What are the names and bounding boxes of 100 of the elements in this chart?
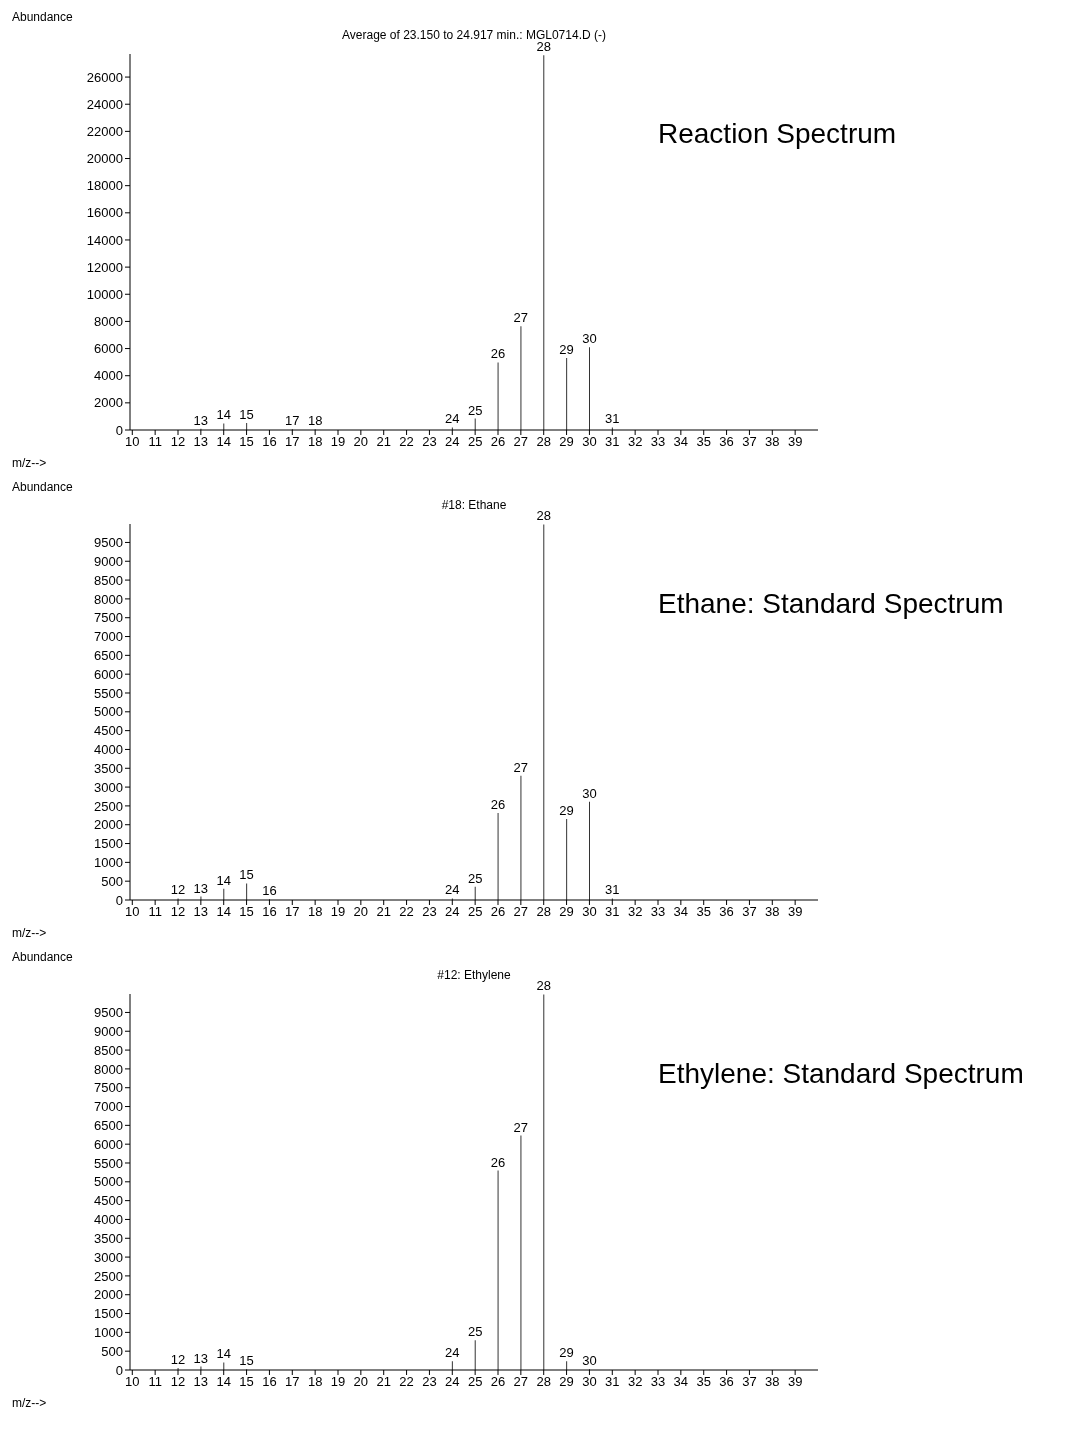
annotation: 14	[216, 872, 231, 888]
y-tick-label: 2000	[94, 1287, 123, 1303]
x-tick-label: 26	[490, 904, 506, 920]
x-tick-label: 32	[627, 904, 643, 920]
x-tick-label: 34	[673, 1374, 689, 1390]
annotation: 24	[445, 1345, 460, 1361]
x-tick-label: 14	[216, 434, 231, 450]
x-tick-label: 16	[262, 1374, 277, 1390]
y-tick-label: 2500	[94, 1268, 123, 1284]
x-tick-label: 24	[445, 904, 460, 920]
x-tick-label: 39	[787, 904, 803, 920]
y-tick-label: 1500	[94, 1306, 123, 1322]
annotation: 26	[490, 1154, 506, 1170]
y-tick-label: 7500	[94, 610, 123, 626]
x-tick-label: 33	[650, 434, 666, 450]
annotation: 24	[445, 411, 460, 427]
annotation: 17	[285, 413, 300, 429]
annotation: 31	[605, 411, 620, 427]
x-tick-label: 13	[193, 434, 209, 450]
x-tick-label: 12	[170, 904, 186, 920]
y-tick-label: 3500	[94, 1230, 123, 1246]
x-axis-title: m/z-->	[12, 926, 47, 940]
y-tick-label: 22000	[86, 123, 123, 139]
y-tick-label: 1000	[94, 854, 123, 870]
x-tick-label: 22	[399, 1374, 414, 1390]
x-tick-label: 31	[605, 434, 620, 450]
x-tick-label: 19	[330, 1374, 346, 1390]
x-tick-label: 37	[742, 434, 757, 450]
x-tick-label: 17	[285, 1374, 300, 1390]
annotation: Reaction Spectrum	[658, 118, 897, 150]
x-tick-label: 30	[582, 1374, 597, 1390]
x-tick-label: 20	[353, 904, 369, 920]
annotation: 12	[170, 1352, 186, 1368]
annotation: Ethylene: Standard Spectrum	[658, 1058, 1024, 1090]
annotation: 26	[490, 797, 506, 813]
x-axis-title: m/z-->	[12, 1396, 47, 1410]
annotation: 25	[467, 402, 483, 418]
y-tick-label: 500	[101, 873, 123, 889]
x-tick-label: 37	[742, 1374, 757, 1390]
x-tick-label: 14	[216, 904, 231, 920]
x-tick-label: 36	[719, 434, 734, 450]
x-tick-label: 37	[742, 904, 757, 920]
x-tick-label: 38	[765, 904, 780, 920]
y-tick-label: 6000	[94, 341, 123, 357]
x-tick-label: 25	[467, 434, 483, 450]
annotation: 28	[536, 39, 551, 55]
x-tick-label: 22	[399, 434, 414, 450]
x-tick-label: 31	[605, 1374, 620, 1390]
annotation: 25	[467, 870, 483, 886]
x-tick-label: 21	[376, 1374, 391, 1390]
x-tick-label: 15	[239, 1374, 254, 1390]
y-tick-label: 6500	[94, 1117, 123, 1133]
chart-title: #12: Ethylene	[437, 968, 511, 982]
x-tick-label: 11	[148, 434, 162, 450]
y-tick-label: 4000	[94, 742, 123, 758]
x-tick-label: 30	[582, 434, 597, 450]
x-tick-label: 18	[307, 1374, 323, 1390]
x-tick-label: 10	[125, 1374, 140, 1390]
x-tick-label: 36	[719, 1374, 734, 1390]
x-tick-label: 12	[170, 1374, 186, 1390]
y-tick-label: 9000	[94, 1023, 123, 1039]
y-tick-label: 5000	[94, 704, 123, 720]
x-tick-label: 33	[650, 904, 666, 920]
y-tick-label: 20000	[86, 151, 123, 167]
x-tick-label: 27	[513, 904, 529, 920]
x-tick-label: 10	[125, 904, 140, 920]
x-axis-title: m/z-->	[12, 456, 47, 470]
x-tick-label: 20	[353, 434, 369, 450]
annotation: 15	[239, 1353, 254, 1369]
x-tick-label: 14	[216, 1374, 231, 1390]
x-tick-label: 39	[787, 434, 803, 450]
annotation: 16	[262, 883, 277, 899]
annotation: 29	[559, 342, 574, 358]
x-tick-label: 19	[330, 904, 346, 920]
y-tick-label: 9500	[94, 535, 123, 551]
x-tick-label: 19	[330, 434, 346, 450]
y-axis-title: Abundance	[12, 480, 73, 494]
y-tick-label: 500	[101, 1343, 123, 1359]
annotation: 29	[559, 1345, 574, 1361]
x-tick-label: 10	[125, 434, 140, 450]
annotation: 14	[216, 1346, 231, 1362]
y-tick-label: 2000	[94, 817, 123, 833]
x-tick-label: 22	[399, 904, 414, 920]
annotation: 27	[513, 1119, 529, 1135]
annotation: 27	[513, 759, 529, 775]
x-tick-label: 27	[513, 434, 529, 450]
x-tick-label: 35	[696, 904, 711, 920]
annotation: 12	[170, 882, 186, 898]
annotation: 14	[216, 407, 231, 423]
x-tick-label: 23	[422, 904, 437, 920]
x-tick-label: 15	[239, 904, 254, 920]
x-tick-label: 32	[627, 1374, 643, 1390]
y-tick-label: 7500	[94, 1080, 123, 1096]
y-tick-label: 7000	[94, 1099, 123, 1115]
annotation: 18	[307, 413, 323, 429]
annotation: 31	[605, 882, 620, 898]
y-tick-label: 8500	[94, 572, 123, 588]
x-tick-label: 24	[445, 1374, 460, 1390]
chart-title: Average of 23.150 to 24.917 min.: MGL0714.D (-)	[341, 28, 607, 42]
annotation: 13	[193, 880, 209, 896]
